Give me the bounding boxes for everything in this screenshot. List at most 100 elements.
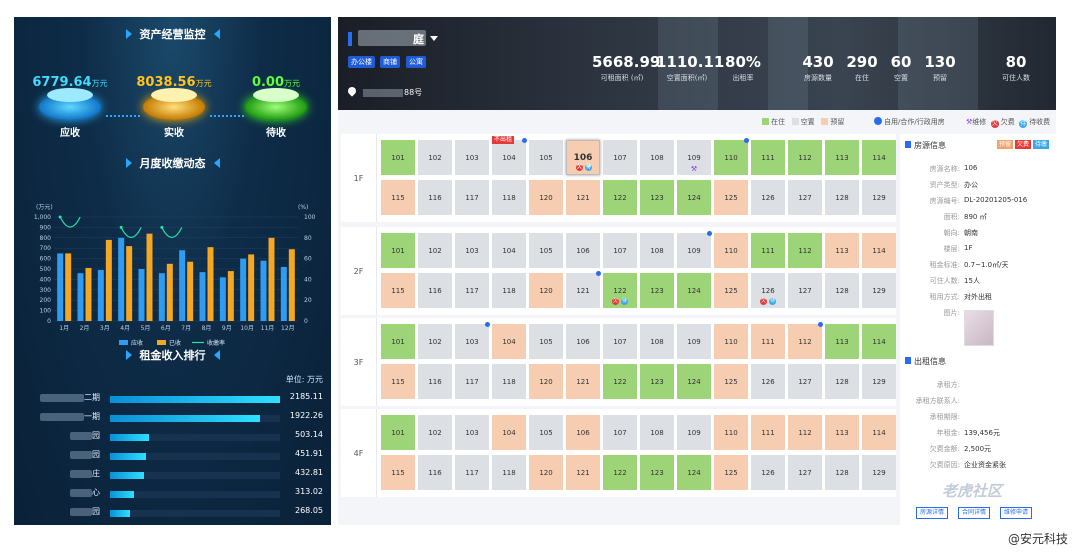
room-unit[interactable]: 123 bbox=[640, 180, 674, 215]
room-unit[interactable]: 120 bbox=[529, 180, 563, 215]
room-unit[interactable]: 129 bbox=[862, 273, 896, 308]
room-unit[interactable]: 118 bbox=[492, 364, 526, 399]
room-unit[interactable]: 116 bbox=[418, 273, 452, 308]
room-unit[interactable]: 127 bbox=[788, 273, 822, 308]
room-unit[interactable]: 120 bbox=[529, 364, 563, 399]
room-unit[interactable]: 109 bbox=[677, 324, 711, 359]
room-unit[interactable]: 108 bbox=[640, 415, 674, 450]
room-unit[interactable]: 126 bbox=[751, 364, 785, 399]
room-unit[interactable]: 105 bbox=[529, 140, 563, 175]
chevron-down-icon[interactable] bbox=[430, 36, 438, 41]
room-unit[interactable]: 103 bbox=[455, 140, 489, 175]
room-unit[interactable]: 116 bbox=[418, 455, 452, 490]
room-unit[interactable]: 114 bbox=[862, 324, 896, 359]
room-unit[interactable]: 122 欠待 bbox=[603, 273, 637, 308]
room-unit[interactable]: 118 bbox=[492, 180, 526, 215]
room-unit[interactable]: 124 bbox=[677, 180, 711, 215]
room-unit[interactable]: 121 bbox=[566, 271, 601, 308]
room-unit[interactable]: 110 bbox=[714, 233, 748, 268]
room-unit[interactable]: 127 bbox=[788, 180, 822, 215]
room-unit[interactable]: 115 bbox=[381, 273, 415, 308]
room-unit[interactable]: 102 bbox=[418, 324, 452, 359]
room-unit[interactable]: 114 bbox=[862, 140, 896, 175]
room-unit[interactable]: 102 bbox=[418, 140, 452, 175]
tag-apartment[interactable]: 公寓 bbox=[406, 56, 426, 68]
room-unit[interactable]: 117 bbox=[455, 364, 489, 399]
room-unit[interactable]: 121 bbox=[566, 364, 600, 399]
room-unit[interactable]: 114 bbox=[862, 233, 896, 268]
room-unit[interactable]: 123 bbox=[640, 364, 674, 399]
room-unit[interactable]: 108 bbox=[640, 324, 674, 359]
room-unit[interactable]: 122 bbox=[603, 455, 637, 490]
room-unit[interactable]: 105 bbox=[529, 233, 563, 268]
room-unit[interactable]: 104 bbox=[492, 233, 526, 268]
room-unit[interactable]: 118 bbox=[492, 455, 526, 490]
room-unit[interactable]: 122 bbox=[603, 364, 637, 399]
room-unit[interactable]: 110 bbox=[714, 324, 748, 359]
room-unit[interactable]: 102 bbox=[418, 233, 452, 268]
room-photo-thumbnail[interactable] bbox=[964, 310, 994, 346]
room-unit[interactable]: 106 bbox=[566, 324, 600, 359]
room-unit[interactable]: 111 bbox=[751, 324, 785, 359]
room-unit[interactable]: 126 bbox=[751, 180, 785, 215]
room-unit[interactable]: 113 bbox=[825, 233, 859, 268]
room-unit[interactable]: 101 bbox=[381, 140, 415, 175]
room-unit[interactable]: 101 bbox=[381, 415, 415, 450]
room-unit[interactable]: 103 bbox=[455, 415, 489, 450]
repair-request-button[interactable]: 维修申请 bbox=[1000, 507, 1033, 519]
room-detail-button[interactable]: 房源详情 bbox=[916, 507, 949, 519]
room-unit[interactable]: 104 不出租 bbox=[492, 136, 527, 175]
room-unit[interactable]: 103 bbox=[455, 322, 490, 359]
room-unit[interactable]: 105 bbox=[529, 324, 563, 359]
room-unit[interactable]: 108 bbox=[640, 233, 674, 268]
room-unit[interactable]: 111 bbox=[751, 415, 785, 450]
room-unit[interactable]: 101 bbox=[381, 233, 415, 268]
room-unit[interactable]: 112 bbox=[788, 415, 822, 450]
room-unit[interactable]: 123 bbox=[640, 273, 674, 308]
room-unit[interactable]: 107 bbox=[603, 415, 637, 450]
room-unit[interactable]: 106 bbox=[566, 415, 600, 450]
room-unit[interactable]: 127 bbox=[788, 364, 822, 399]
room-unit[interactable]: 114 bbox=[862, 415, 896, 450]
room-unit[interactable]: 113 bbox=[825, 140, 859, 175]
room-unit[interactable]: 108 bbox=[640, 140, 674, 175]
room-unit[interactable]: 128 bbox=[825, 273, 859, 308]
room-unit[interactable]: 107 bbox=[603, 233, 637, 268]
room-unit[interactable]: 111 bbox=[751, 233, 785, 268]
room-unit[interactable]: 107 bbox=[603, 140, 637, 175]
room-unit[interactable]: 124 bbox=[677, 364, 711, 399]
room-unit[interactable]: 125 bbox=[714, 180, 748, 215]
room-unit[interactable]: 115 bbox=[381, 180, 415, 215]
room-unit[interactable]: 120 bbox=[529, 273, 563, 308]
room-unit[interactable]: 125 bbox=[714, 364, 748, 399]
room-unit[interactable]: 117 bbox=[455, 455, 489, 490]
room-unit[interactable]: 111 bbox=[751, 140, 785, 175]
contract-detail-button[interactable]: 合同详情 bbox=[958, 507, 991, 519]
room-unit[interactable]: 129 bbox=[862, 180, 896, 215]
room-unit[interactable]: 126 欠待 bbox=[751, 273, 785, 308]
room-unit[interactable]: 129 bbox=[862, 455, 896, 490]
room-unit[interactable]: 117 bbox=[455, 180, 489, 215]
room-unit[interactable]: 116 bbox=[418, 364, 452, 399]
room-unit[interactable]: 105 bbox=[529, 415, 563, 450]
room-unit[interactable]: 115 bbox=[381, 364, 415, 399]
room-unit[interactable]: 107 bbox=[603, 324, 637, 359]
room-unit[interactable]: 112 bbox=[788, 140, 822, 175]
room-unit[interactable]: 124 bbox=[677, 455, 711, 490]
room-unit[interactable]: 128 bbox=[825, 455, 859, 490]
room-unit[interactable]: 122 bbox=[603, 180, 637, 215]
room-unit[interactable]: 125 bbox=[714, 273, 748, 308]
room-unit[interactable]: 121 bbox=[566, 455, 600, 490]
tag-shop[interactable]: 商铺 bbox=[380, 56, 400, 68]
room-unit[interactable]: 104 bbox=[492, 324, 526, 359]
room-unit[interactable]: 127 bbox=[788, 455, 822, 490]
room-unit[interactable]: 120 bbox=[529, 455, 563, 490]
room-unit[interactable]: 113 bbox=[825, 415, 859, 450]
room-unit[interactable]: 101 bbox=[381, 324, 415, 359]
room-unit[interactable]: 121 bbox=[566, 180, 600, 215]
room-unit[interactable]: 112 bbox=[788, 233, 822, 268]
room-unit[interactable]: 106 bbox=[566, 233, 600, 268]
room-unit[interactable]: 110 bbox=[714, 415, 748, 450]
room-unit[interactable]: 109 ⚒ bbox=[677, 140, 711, 175]
room-unit[interactable]: 113 bbox=[825, 324, 859, 359]
